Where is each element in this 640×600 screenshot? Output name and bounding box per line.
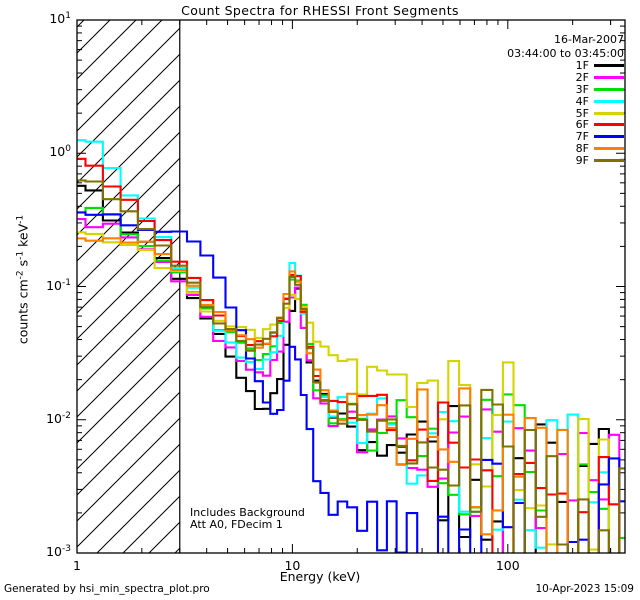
legend-label: 8F — [575, 141, 589, 155]
legend-label: 7F — [575, 130, 589, 144]
legend-label: 1F — [575, 59, 589, 73]
y-tick-label: 101 — [49, 11, 71, 27]
legend-color-swatch — [594, 76, 624, 80]
legend-label: 2F — [575, 71, 589, 85]
annotation-includes-background: Includes Background — [190, 506, 305, 519]
legend-item-5f: 5F — [575, 106, 624, 120]
legend: 1F 2F 3F 4F 5F 6F 7F 8F 9F — [575, 59, 624, 167]
legend-item-6f: 6F — [575, 118, 624, 132]
series-group — [77, 139, 625, 553]
x-axis-label: Energy (keV) — [279, 569, 361, 584]
series-line-9f — [77, 179, 625, 553]
legend-color-swatch — [594, 64, 624, 68]
legend-color-swatch — [594, 135, 624, 139]
legend-label: 6F — [575, 118, 589, 132]
x-tick-label: 100 — [495, 558, 520, 573]
legend-item-3f: 3F — [575, 83, 624, 96]
legend-label: 9F — [575, 153, 589, 167]
observation-time-range: 03:44:00 to 03:45:00 — [507, 47, 624, 60]
hatched-attenuation-band — [77, 20, 180, 553]
annotation-attenuator-state: Att A0, FDecim 1 — [190, 518, 283, 531]
legend-label: 4F — [575, 94, 589, 108]
y-tick-label: 100 — [49, 144, 71, 160]
x-tick-label: 1 — [73, 558, 81, 573]
legend-color-swatch — [594, 99, 624, 103]
footer-timestamp: 10-Apr-2023 15:09 — [535, 583, 634, 595]
legend-color-swatch — [594, 87, 624, 91]
y-tick-label: 10-3 — [46, 544, 71, 560]
observation-date: 16-Mar-2007 — [554, 33, 624, 46]
legend-label: 5F — [575, 106, 589, 120]
footer-generator: Generated by hsi_min_spectra_plot.pro — [4, 583, 210, 595]
legend-color-swatch — [594, 146, 624, 150]
legend-item-7f: 7F — [575, 130, 624, 144]
legend-color-swatch — [594, 111, 624, 115]
x-tick-label: 10 — [284, 558, 301, 573]
legend-item-2f: 2F — [575, 71, 624, 85]
legend-color-swatch — [594, 123, 624, 127]
legend-label: 3F — [575, 83, 589, 96]
page-title: Count Spectra for RHESSI Front Segments — [181, 3, 459, 18]
legend-item-8f: 8F — [575, 141, 624, 155]
legend-color-swatch — [594, 158, 624, 162]
y-tick-label: 10-2 — [46, 410, 71, 426]
legend-item-1f: 1F — [575, 59, 624, 73]
plot-frame — [76, 19, 626, 554]
legend-item-9f: 9F — [575, 153, 624, 167]
y-tick-label: 10-1 — [46, 277, 71, 293]
legend-item-4f: 4F — [575, 94, 624, 108]
